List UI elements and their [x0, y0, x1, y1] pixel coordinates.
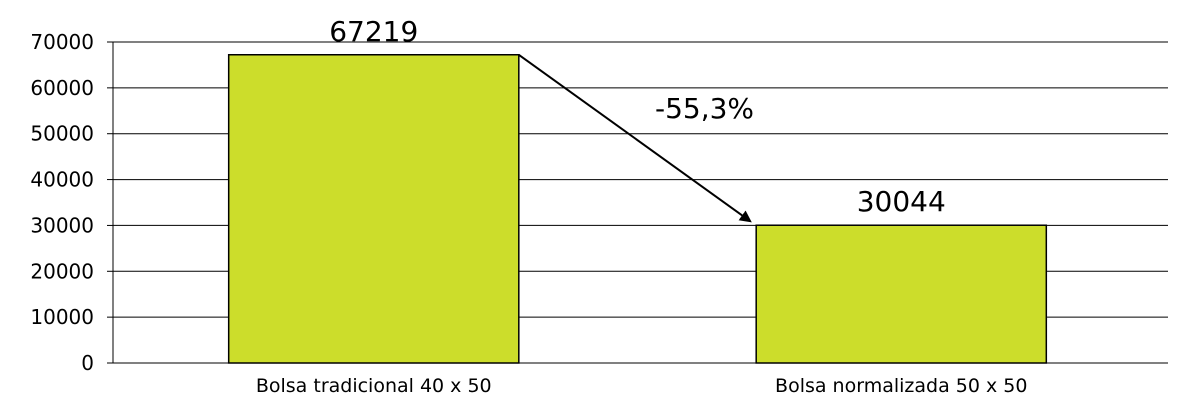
bar: [755, 224, 1048, 364]
y-tick-label: 40000: [30, 168, 94, 192]
x-category-label: Bolsa normalizada 50 x 50: [775, 375, 1027, 397]
y-tick-label: 0: [81, 351, 94, 375]
y-tick-label: 50000: [30, 122, 94, 146]
data-label: 30044: [857, 185, 946, 218]
data-label: 67219: [329, 15, 418, 48]
x-category-label: Bolsa tradicional 40 x 50: [256, 375, 492, 397]
bar: [227, 54, 520, 364]
y-tick-label: 70000: [30, 30, 94, 54]
change-arrow: [518, 53, 752, 223]
y-tick-label: 10000: [30, 305, 94, 329]
y-tick-label: 20000: [30, 259, 94, 283]
y-tick-label: 30000: [30, 213, 94, 237]
y-tick-label: 60000: [30, 76, 94, 100]
change-percent-label: -55,3%: [655, 92, 754, 125]
